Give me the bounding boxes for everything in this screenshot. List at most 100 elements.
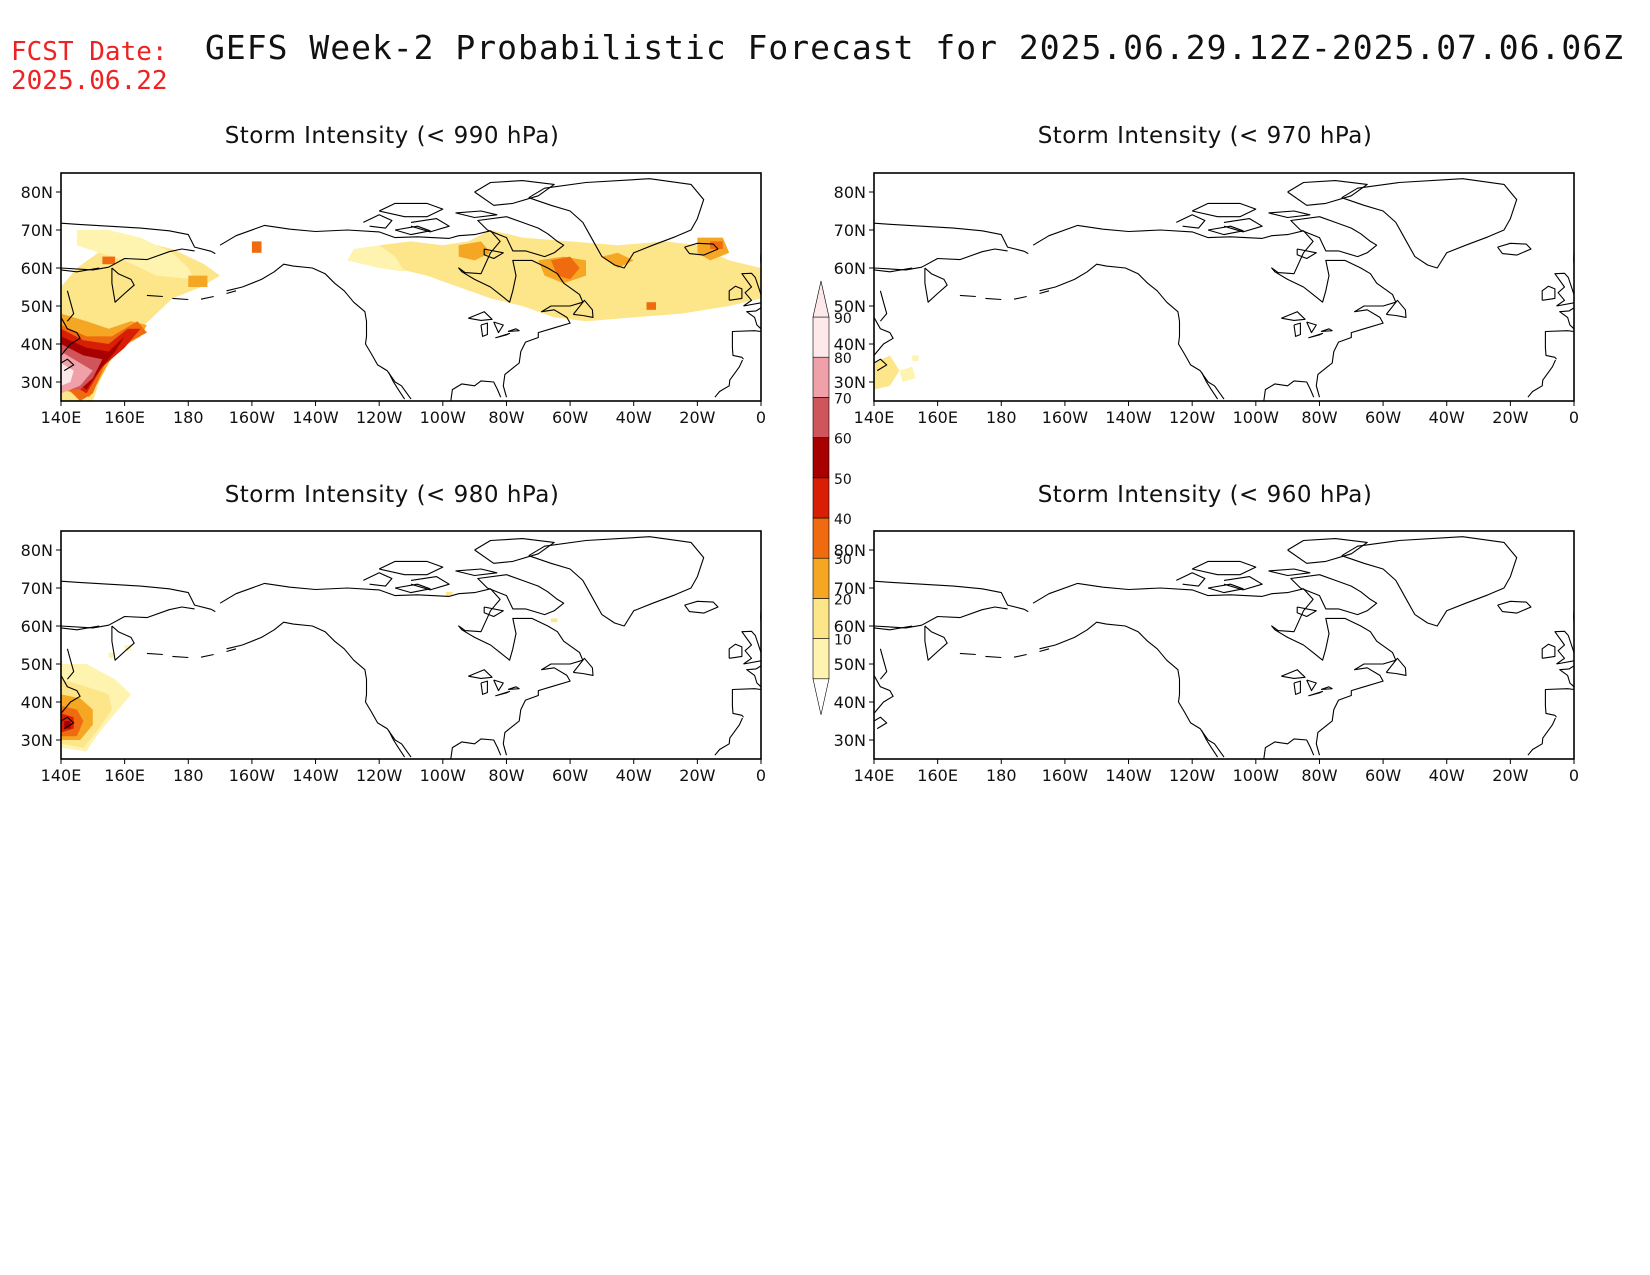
probability-area [61,351,93,394]
lon-tick-label: 100W [420,766,467,785]
coastline [874,267,913,273]
coastline [61,625,100,631]
coastline [1223,218,1263,233]
lat-tick-label: 70N [21,221,53,240]
coastline [477,574,565,616]
colorbar-segment [812,517,830,559]
coastline [874,317,894,356]
coastline [528,178,705,269]
lat-tick-label: 80N [834,541,866,560]
coastline [219,224,584,398]
coastline [874,222,1029,255]
coastline [1013,295,1027,300]
lon-tick-label: 40W [616,766,652,785]
lat-tick-label: 50N [21,297,53,316]
coastline [493,679,504,692]
lon-tick-label: 160W [1042,766,1089,785]
lon-tick-label: 140W [1105,408,1152,427]
forecast-date-label: FCST Date: [11,37,168,67]
coastline [1290,574,1378,616]
probability-area [551,256,580,280]
coastline [410,576,450,591]
coastline [684,242,719,256]
probability-fill-layer [61,230,761,401]
lon-tick-label: 60W [1365,766,1401,785]
lon-tick-label: 140W [292,408,339,427]
coastline-layer [874,178,1574,401]
probability-area [347,245,405,272]
probability-area [108,652,116,659]
lat-tick-label: 50N [21,655,53,674]
lon-tick-label: 120W [356,408,403,427]
colorbar-segment [812,638,830,680]
coastline-layer [61,178,761,401]
coastline [1201,730,1219,758]
coastline [1308,690,1324,697]
coastline [61,358,75,372]
coastline [455,568,498,577]
coastline [495,332,511,339]
coastline [1306,679,1317,692]
coastline [959,294,976,298]
coastline [146,652,163,656]
coastline [1296,606,1317,618]
coastline [450,738,502,759]
coastline [1497,242,1532,256]
colorbar-label: 30 [834,552,852,568]
coastline [507,328,520,333]
lon-tick-label: 40W [1429,408,1465,427]
coastline [684,600,719,614]
lat-tick-label: 40N [834,335,866,354]
coastline [61,222,216,255]
coastline [1306,321,1317,334]
coastline-layer [874,536,1574,759]
coastline [985,655,1002,659]
coastline [61,675,81,714]
coastline [879,290,888,322]
map-panel-990: 140E 160E 180 160W 140W 120W 100W 80W 60W 40W 20W 0… [21,172,766,427]
probability-area [188,275,208,287]
panel-title-970: Storm Intensity (< 970 hPa) [1037,123,1373,149]
coastline [61,606,195,629]
lat-tick-label: 40N [21,335,53,354]
coastline [61,580,216,613]
colorbar-segment [812,557,830,599]
coastline [959,652,976,656]
coastline [61,248,195,271]
lon-tick-label: 160W [229,766,276,785]
lon-tick-label: 80W [1301,766,1337,785]
coastline [219,582,584,756]
coastline-layer [61,536,761,759]
coastline [480,680,488,695]
probability-fill-layer [874,355,919,390]
coastline [1176,214,1206,229]
coastline [1287,180,1368,206]
lon-tick-label: 80W [1301,408,1337,427]
coastline [879,648,888,680]
coastline [226,263,412,400]
lat-tick-label: 70N [834,579,866,598]
coastline [363,572,393,587]
lon-tick-label: 180 [173,766,204,785]
coastline [1032,582,1397,756]
coastline [874,606,1008,629]
map-panel-980: 140E 160E 180 160W 140W 120W 100W 80W 60W 40W 20W 0… [21,530,766,785]
lon-tick-label: 160E [104,766,145,785]
lon-tick-label: 40W [616,408,652,427]
forecast-date-block: FCST Date: 2025.06.22 [11,38,168,96]
lon-tick-label: 80W [488,766,524,785]
lon-tick-label: 140E [854,766,895,785]
probability-area [102,256,116,265]
lon-tick-label: 140W [292,766,339,785]
coastline [1385,299,1407,318]
coastline [1385,657,1407,676]
lat-tick-label: 30N [834,731,866,750]
lon-tick-label: 160W [229,408,276,427]
coastline [1039,290,1050,295]
coastline [1223,576,1263,591]
lat-tick-label: 30N [834,373,866,392]
colorbar-label: 80 [834,351,852,367]
coastline [1293,680,1301,695]
map-frame [60,530,762,760]
coastline [728,643,743,659]
